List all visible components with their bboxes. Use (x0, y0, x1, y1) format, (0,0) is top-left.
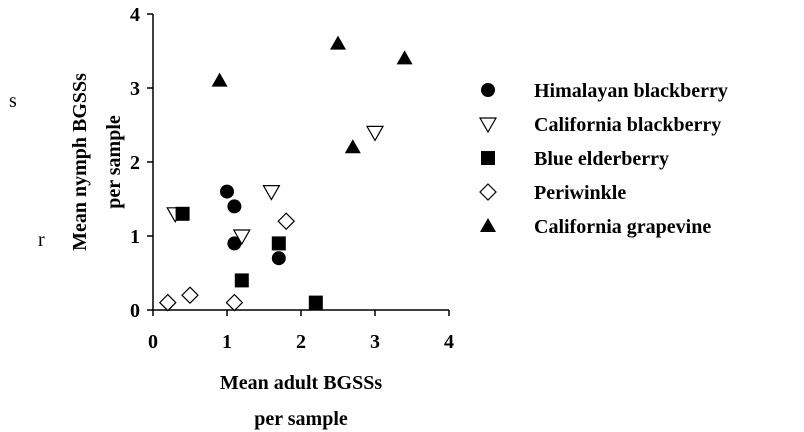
legend-label-3: Periwinkle (534, 182, 626, 204)
legend-label-0: Himalayan blackberry (534, 80, 728, 102)
y-tick-label: 1 (130, 226, 140, 248)
legend-marker-1 (478, 117, 498, 134)
data-point-4-3 (396, 50, 413, 65)
x-tick-label: 0 (148, 331, 158, 353)
x-axis-title-line-1: Mean adult BGSSs (220, 372, 382, 394)
stray-text-r: r (38, 229, 45, 251)
x-tick-label: 4 (444, 331, 454, 353)
data-point-1-2 (262, 185, 281, 201)
data-point-2-0 (175, 206, 190, 221)
data-point-0-3 (271, 251, 286, 266)
data-point-0-0 (220, 184, 234, 199)
data-point-0-2 (227, 236, 242, 251)
legend-label-2: Blue elderberry (534, 148, 669, 170)
data-point-4-2 (344, 139, 361, 154)
y-tick-label: 4 (130, 4, 140, 26)
y-axis-title-line-1: Mean nymph BGSSs (69, 73, 91, 251)
x-tick-label: 3 (370, 331, 380, 353)
y-tick-label: 2 (130, 152, 140, 174)
legend-marker-3 (479, 183, 497, 201)
y-axis-title-line-2: per sample (103, 115, 125, 209)
data-point-3-2 (225, 293, 244, 312)
x-tick-label: 1 (222, 331, 232, 353)
data-point-2-2 (271, 236, 286, 251)
data-point-0-1 (227, 199, 242, 214)
legend-label-4: California grapevine (534, 216, 711, 238)
stray-text-s: s (9, 90, 17, 112)
y-tick-label: 0 (130, 300, 140, 322)
data-point-4-1 (330, 35, 346, 50)
y-tick-label: 3 (130, 78, 140, 100)
data-point-1-1 (232, 229, 251, 246)
x-tick-label: 2 (296, 331, 306, 353)
data-point-2-3 (308, 295, 323, 310)
data-point-3-0 (158, 293, 177, 312)
x-axis-title-line-2: per sample (254, 408, 348, 430)
legend-marker-4 (480, 218, 496, 232)
data-point-3-1 (181, 286, 199, 305)
data-point-2-1 (234, 273, 249, 288)
data-point-1-3 (365, 125, 385, 142)
legend-marker-2 (481, 151, 495, 165)
legend-marker-0 (481, 83, 495, 97)
data-point-3-3 (277, 212, 296, 231)
legend-label-1: California blackberry (534, 114, 721, 136)
data-point-4-0 (211, 72, 228, 87)
